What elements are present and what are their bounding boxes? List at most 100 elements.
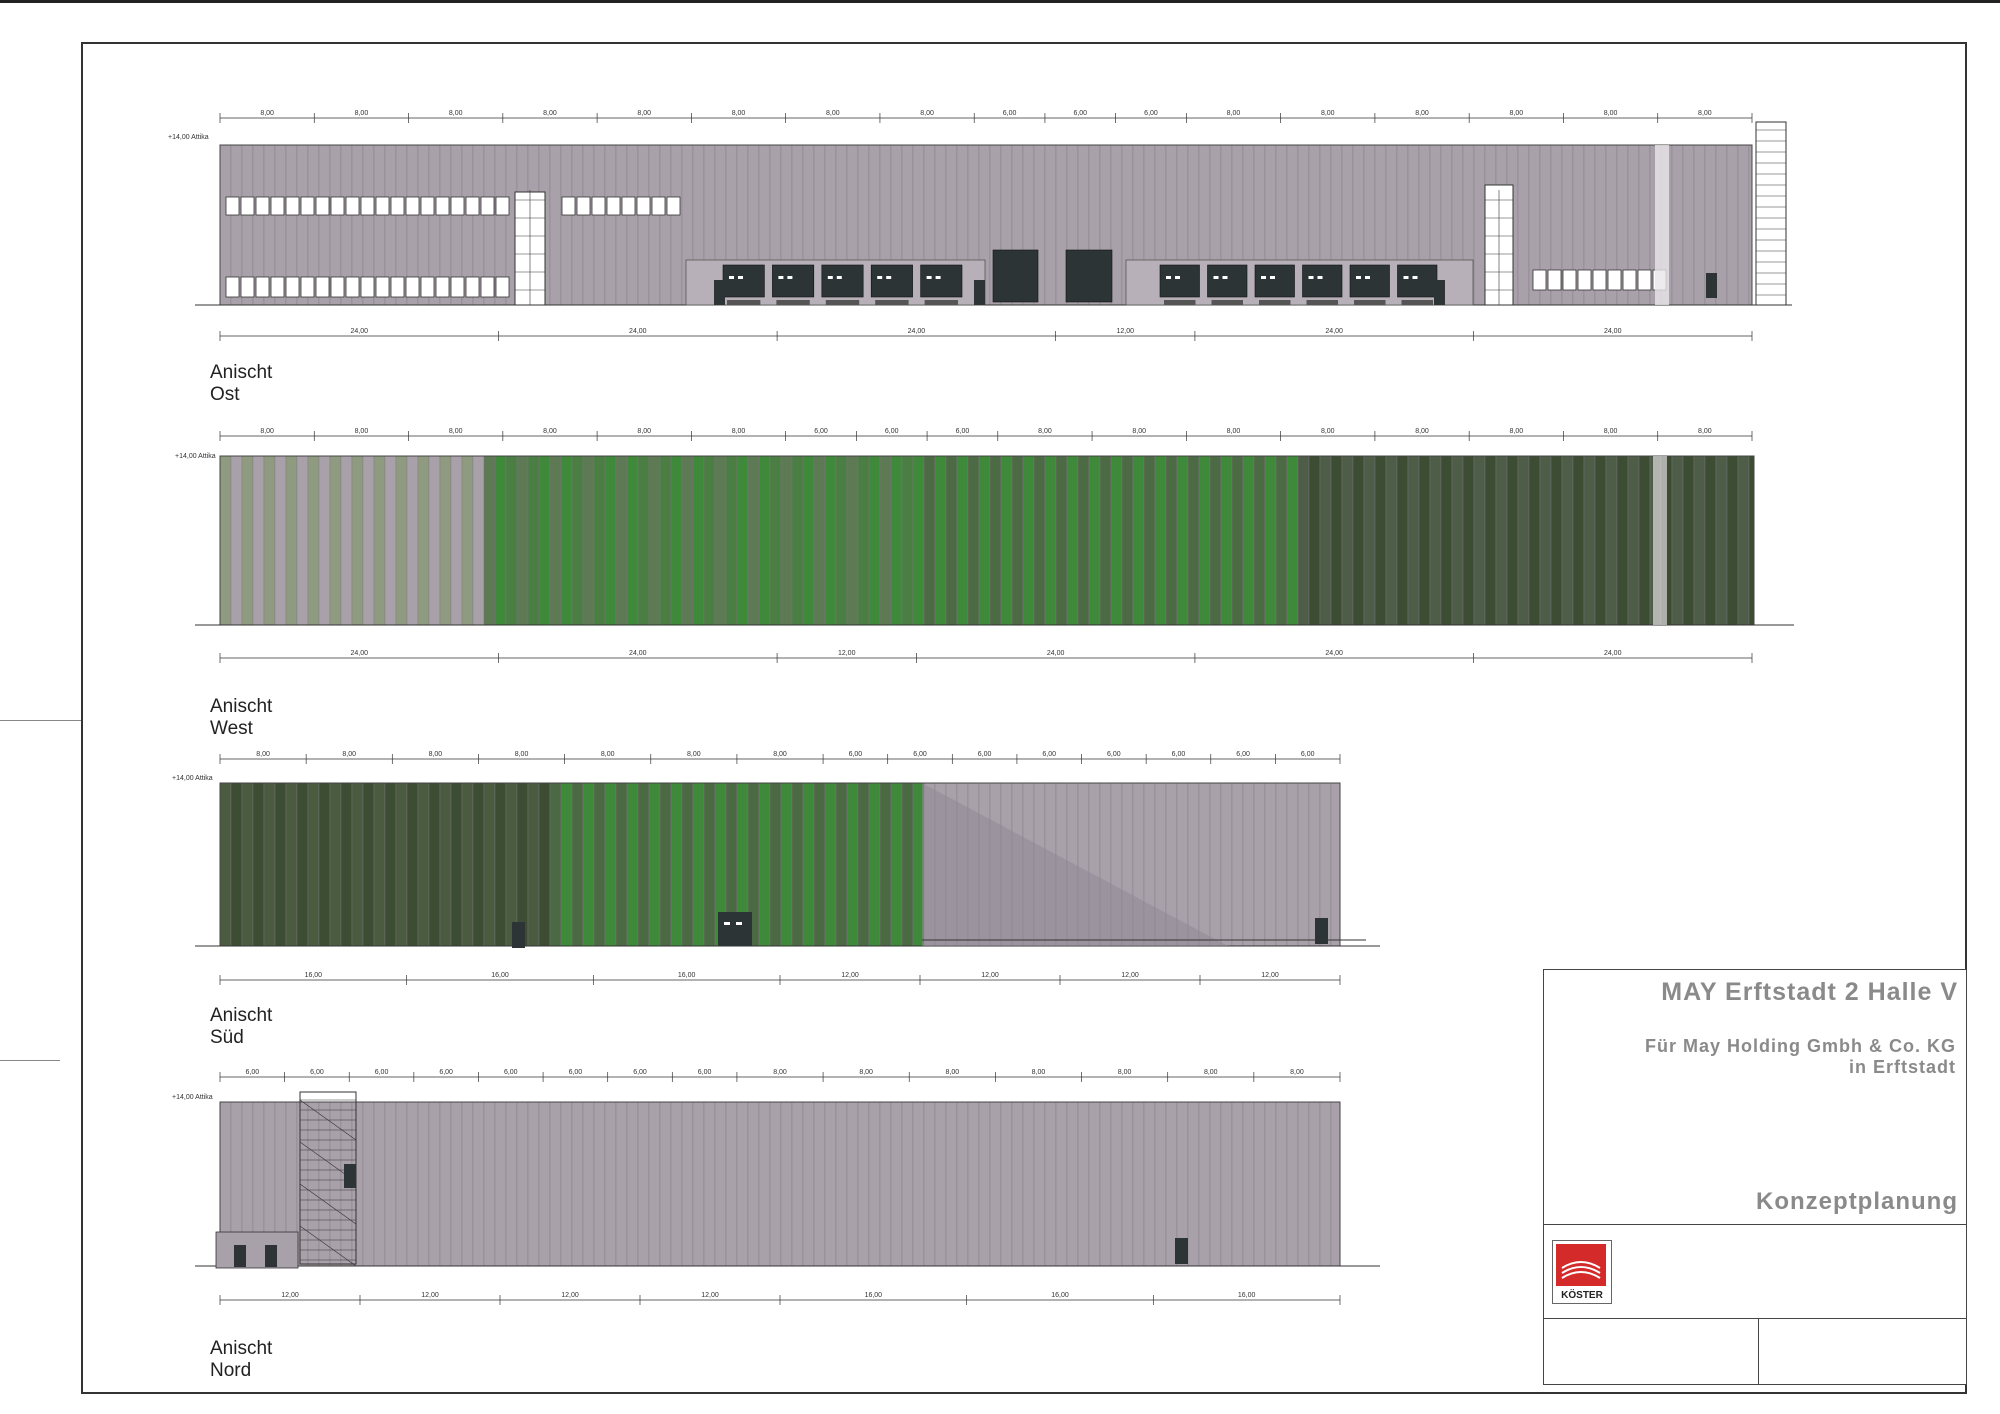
dimension-label: 16,00	[1238, 1292, 1256, 1299]
dimension-label: 8,00	[637, 428, 651, 435]
dimension-label: 12,00	[421, 1292, 439, 1299]
window	[576, 196, 591, 216]
view-title-ost: Anischt Ost	[210, 362, 273, 405]
ost-dimensions: 8,00 8,00 8,00 8,00 8,00 8,00 8,00 8,00 6,00 6,00…	[219, 110, 1753, 341]
dimension-label: 8,00	[1604, 428, 1618, 435]
dimension-label: 8,00	[260, 428, 274, 435]
dimension-label: 8,00	[355, 428, 369, 435]
window	[240, 196, 255, 216]
facade-panel	[450, 1101, 463, 1267]
fold-mark	[0, 1060, 60, 1061]
dimension-label: 24,00	[1325, 328, 1343, 335]
dimension-label: 24,00	[629, 650, 647, 657]
dock-door	[1207, 264, 1248, 298]
personnel-door	[1315, 918, 1328, 944]
dimension-label: 8,00	[601, 751, 615, 758]
window	[390, 196, 405, 216]
facade-panel	[560, 1101, 573, 1267]
facade-panel	[747, 1101, 760, 1267]
window	[591, 196, 606, 216]
dock-door-light	[1175, 276, 1180, 279]
window	[240, 276, 255, 298]
dimension-label: 6,00	[569, 1069, 583, 1076]
dock-leveller	[1211, 300, 1243, 305]
dimension-label: 8,00	[1132, 428, 1146, 435]
dimension-label: 8,00	[1415, 428, 1429, 435]
facade-panel	[846, 1101, 859, 1267]
dock-leveller	[727, 300, 761, 305]
dimension-label: 8,00	[355, 110, 369, 117]
dock-door-light	[877, 276, 883, 279]
personnel-door	[974, 280, 985, 305]
level-mark: +14,00 Attika	[168, 134, 209, 141]
facade-panel	[857, 1101, 870, 1267]
dimension-label: 24,00	[1047, 650, 1065, 657]
facade-panel	[670, 1101, 683, 1267]
window	[285, 276, 300, 298]
dock-leveller	[1306, 300, 1338, 305]
dimension-label: 8,00	[449, 110, 463, 117]
facade-panel	[1077, 1101, 1090, 1267]
dock-door-light	[778, 276, 784, 279]
facade-panel	[901, 1101, 914, 1267]
dimension-label: 8,00	[1290, 1069, 1304, 1076]
window	[360, 196, 375, 216]
facade-panel	[1187, 1101, 1200, 1267]
dimension-label: 8,00	[773, 751, 787, 758]
dimension-label: 16,00	[865, 1292, 883, 1299]
facade-panel	[736, 1101, 749, 1267]
dock-door	[821, 264, 864, 298]
divider	[1544, 1318, 1966, 1319]
facade-panel	[1000, 1101, 1013, 1267]
ost-features	[225, 121, 1787, 306]
client-location: in Erftstadt	[1848, 1057, 1956, 1077]
facade-panel	[780, 1101, 793, 1267]
window	[285, 196, 300, 216]
window	[255, 276, 270, 298]
window	[1607, 269, 1622, 291]
facade-panel	[725, 1101, 738, 1267]
window	[345, 276, 360, 298]
facade-panel	[384, 1101, 397, 1267]
window	[315, 196, 330, 216]
facade-panel	[1242, 1101, 1255, 1267]
dimension-label: 6,00	[1003, 110, 1017, 117]
facade-panel	[769, 1101, 782, 1267]
facade-panel	[1286, 1101, 1299, 1267]
personnel-door	[714, 280, 725, 305]
facade-panel	[692, 1101, 705, 1267]
dimension-label: 12,00	[1121, 972, 1139, 979]
window	[480, 196, 495, 216]
facade-panel	[417, 1101, 430, 1267]
dock-door-light	[729, 276, 734, 279]
dimension-label: 12,00	[841, 972, 859, 979]
dimension-label: 6,00	[814, 428, 828, 435]
facade-panel	[428, 1101, 441, 1267]
escape-stair-flight	[299, 1183, 357, 1225]
view-title-west: Anischt West	[210, 696, 273, 739]
level-mark: +14,00 Attika	[172, 775, 213, 782]
level-mark: +14,00 Attika	[172, 1094, 213, 1101]
dock-door-light	[787, 276, 793, 279]
dimension-label: 8,00	[260, 110, 274, 117]
window	[435, 276, 450, 298]
facade-panel	[923, 1101, 936, 1267]
dimension-label: 8,00	[1698, 110, 1712, 117]
dimension-label: 6,00	[310, 1069, 324, 1076]
annex	[215, 1231, 299, 1269]
window	[405, 196, 420, 216]
facade-panel	[362, 1101, 375, 1267]
sued-facade	[195, 782, 1380, 948]
dimension-label: 6,00	[375, 1069, 389, 1076]
window	[225, 196, 240, 216]
window	[420, 196, 435, 216]
dock-leveller	[1401, 300, 1433, 305]
dimension-label: 6,00	[913, 751, 927, 758]
window	[375, 196, 390, 216]
dimension-label: 6,00	[956, 428, 970, 435]
window	[360, 276, 375, 298]
dimension-label: 8,00	[773, 1069, 787, 1076]
dimension-label: 12,00	[1117, 328, 1135, 335]
facade-panel	[1132, 1101, 1145, 1267]
facade-panel	[1264, 1101, 1277, 1267]
